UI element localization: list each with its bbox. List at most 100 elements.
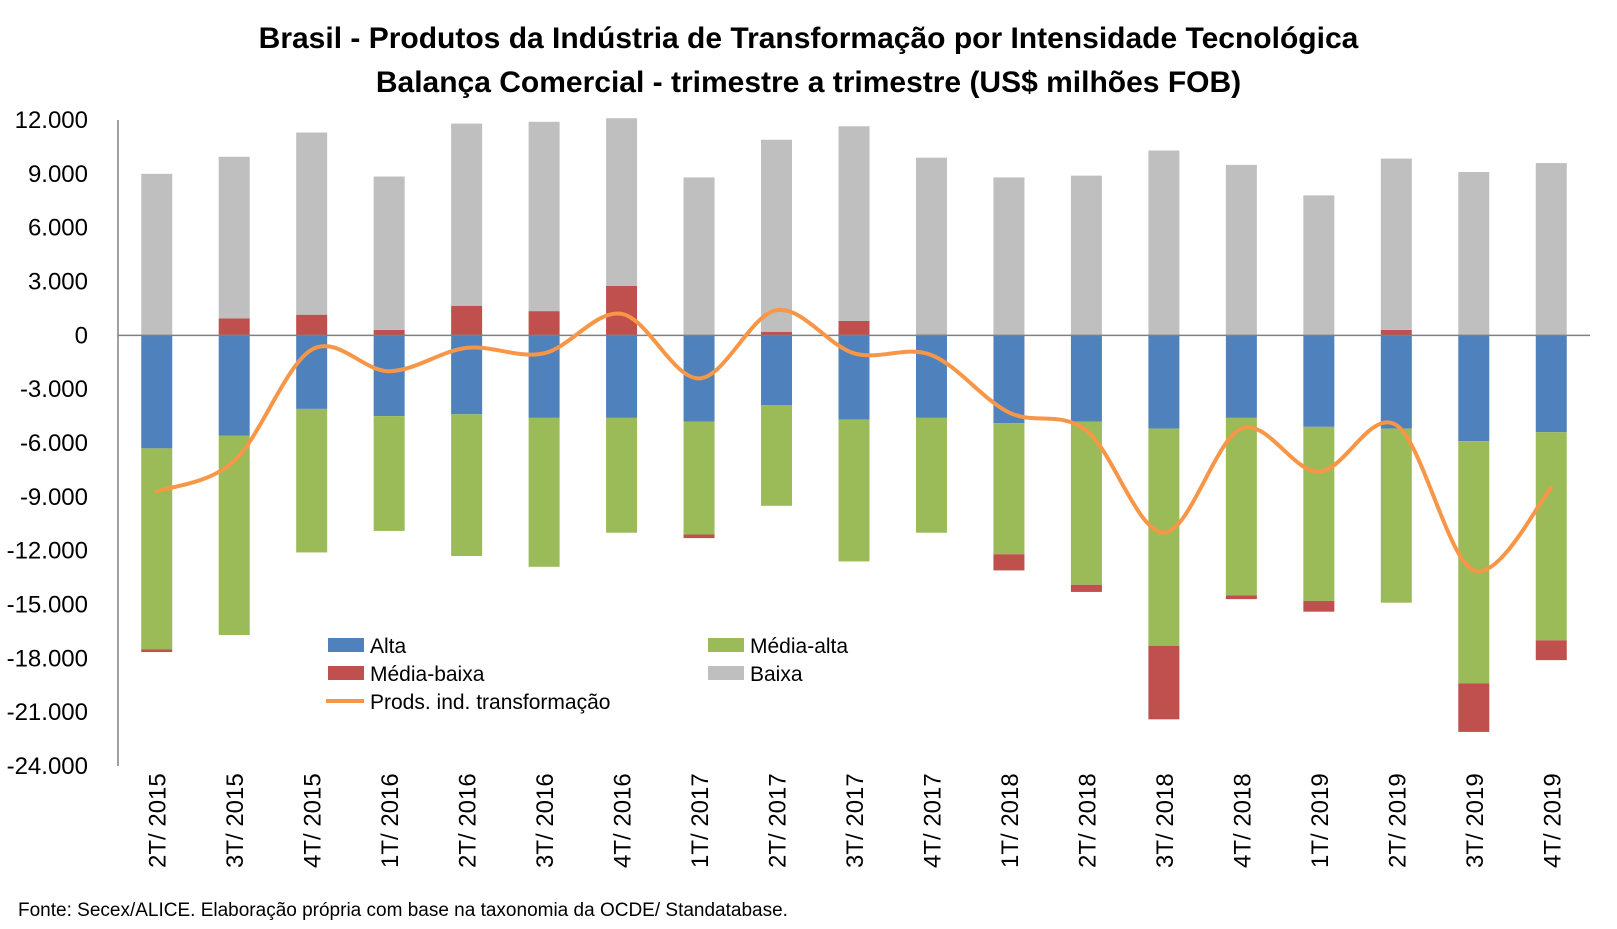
bar-alta-17 <box>1458 335 1490 442</box>
x-category-label: 3T/ 2015 <box>222 773 249 868</box>
bar-baixa-14 <box>1225 164 1257 336</box>
legend-swatch-baixa <box>708 666 744 680</box>
y-tick-label: -12.000 <box>7 538 88 565</box>
bar-m-dia-baixa-7 <box>683 534 715 539</box>
bar-m-dia-baixa-17 <box>1458 683 1490 732</box>
bar-alta-15 <box>1303 335 1335 427</box>
bar-m-dia-baixa-15 <box>1303 600 1335 612</box>
x-category-label: 4T/ 2019 <box>1539 773 1566 868</box>
bar-m-dia-baixa-4 <box>451 305 483 336</box>
x-category-label: 1T/ 2017 <box>687 773 714 868</box>
bar-alta-3 <box>373 335 405 417</box>
x-category-label: 2T/ 2017 <box>765 773 792 868</box>
y-tick-label: -6.000 <box>20 430 88 457</box>
x-category-label: 3T/ 2019 <box>1462 773 1489 868</box>
y-tick-label: -24.000 <box>7 753 88 780</box>
x-category-label: 2T/ 2019 <box>1384 773 1411 868</box>
bar-alta-18 <box>1535 335 1567 433</box>
legend-swatch-alta <box>328 638 364 652</box>
bar-m-dia-alta-2 <box>296 408 328 553</box>
bar-alta-11 <box>993 335 1025 424</box>
bar-baixa-15 <box>1303 195 1335 336</box>
bar-m-dia-alta-7 <box>683 421 715 535</box>
bar-m-dia-alta-1 <box>218 435 250 636</box>
bar-m-dia-alta-6 <box>606 417 638 533</box>
bar-m-dia-baixa-18 <box>1535 640 1567 661</box>
bar-m-dia-alta-12 <box>1070 421 1102 585</box>
bar-baixa-10 <box>915 157 947 335</box>
bar-m-dia-alta-11 <box>993 423 1025 555</box>
bar-alta-13 <box>1148 335 1180 429</box>
x-category-label: 2T/ 2016 <box>455 773 482 868</box>
bar-baixa-3 <box>373 176 405 330</box>
bar-alta-8 <box>761 335 793 406</box>
source-note: Fonte: Secex/ALICE. Elaboração própria c… <box>18 900 788 921</box>
bar-m-dia-alta-15 <box>1303 426 1335 601</box>
bar-m-dia-alta-10 <box>915 417 947 533</box>
bar-baixa-17 <box>1458 172 1490 336</box>
y-tick-label: -18.000 <box>7 645 88 672</box>
legend-label-m-dia-baixa: Média-baixa <box>370 663 485 686</box>
y-tick-label: -15.000 <box>7 592 88 619</box>
bar-m-dia-baixa-12 <box>1070 584 1102 592</box>
bar-baixa-16 <box>1380 158 1412 330</box>
bar-m-dia-baixa-9 <box>838 320 870 336</box>
y-tick-label: 9.000 <box>28 161 88 188</box>
bar-m-dia-alta-18 <box>1535 432 1567 641</box>
legend-label-alta: Alta <box>370 635 407 658</box>
bar-baixa-13 <box>1148 150 1180 336</box>
bar-m-dia-baixa-16 <box>1380 329 1412 336</box>
bar-baixa-5 <box>528 121 560 312</box>
x-category-label: 4T/ 2017 <box>919 773 946 868</box>
bar-alta-10 <box>915 335 947 418</box>
bar-m-dia-alta-4 <box>451 414 483 557</box>
bar-alta-1 <box>218 335 250 436</box>
bar-m-dia-alta-3 <box>373 416 405 531</box>
bar-baixa-2 <box>296 132 328 315</box>
bar-m-dia-alta-9 <box>838 419 870 562</box>
x-category-label: 3T/ 2016 <box>532 773 559 868</box>
legend-label-m-dia-alta: Média-alta <box>750 635 848 658</box>
bar-baixa-11 <box>993 177 1025 336</box>
bar-alta-14 <box>1225 335 1257 418</box>
bar-m-dia-baixa-1 <box>218 318 250 336</box>
bar-m-dia-alta-0 <box>141 448 173 650</box>
y-tick-label: 0 <box>75 322 88 349</box>
chart-title: Brasil - Produtos da Indústria de Transf… <box>258 22 1359 55</box>
legend-swatch-m-dia-alta <box>708 638 744 652</box>
bar-m-dia-baixa-5 <box>528 311 560 336</box>
y-tick-label: 12.000 <box>15 107 88 134</box>
line-prods-ind-transformacao <box>154 308 1554 574</box>
bar-m-dia-baixa-2 <box>296 314 328 336</box>
x-category-label: 4T/ 2018 <box>1229 773 1256 868</box>
bar-baixa-1 <box>218 156 250 319</box>
bar-m-dia-baixa-0 <box>141 649 173 653</box>
bar-baixa-18 <box>1535 163 1567 336</box>
bar-baixa-7 <box>683 177 715 336</box>
bar-alta-12 <box>1070 335 1102 422</box>
y-tick-label: -9.000 <box>20 484 88 511</box>
bar-m-dia-alta-14 <box>1225 417 1257 596</box>
bar-m-dia-alta-13 <box>1148 428 1180 646</box>
chart-subtitle: Balança Comercial - trimestre a trimestr… <box>375 66 1242 99</box>
x-category-label: 3T/ 2017 <box>842 773 869 868</box>
x-category-label: 4T/ 2016 <box>610 773 637 868</box>
x-category-label: 4T/ 2015 <box>300 773 327 868</box>
y-tick-label: -21.000 <box>7 699 88 726</box>
bar-alta-0 <box>141 335 173 449</box>
bar-m-dia-baixa-14 <box>1225 595 1257 600</box>
bar-m-dia-baixa-3 <box>373 329 405 336</box>
bar-m-dia-baixa-11 <box>993 554 1025 571</box>
bar-m-dia-baixa-8 <box>761 331 793 336</box>
x-category-label: 2T/ 2015 <box>145 773 172 868</box>
bar-m-dia-alta-5 <box>528 417 560 567</box>
y-tick-label: 3.000 <box>28 269 88 296</box>
bar-baixa-9 <box>838 126 870 321</box>
bar-m-dia-alta-16 <box>1380 428 1412 603</box>
legend-label-prods-ind-transforma-o: Prods. ind. transformação <box>370 691 610 714</box>
bar-alta-16 <box>1380 335 1412 429</box>
x-category-label: 3T/ 2018 <box>1152 773 1179 868</box>
y-tick-label: -3.000 <box>20 376 88 403</box>
bar-m-dia-baixa-13 <box>1148 645 1180 720</box>
